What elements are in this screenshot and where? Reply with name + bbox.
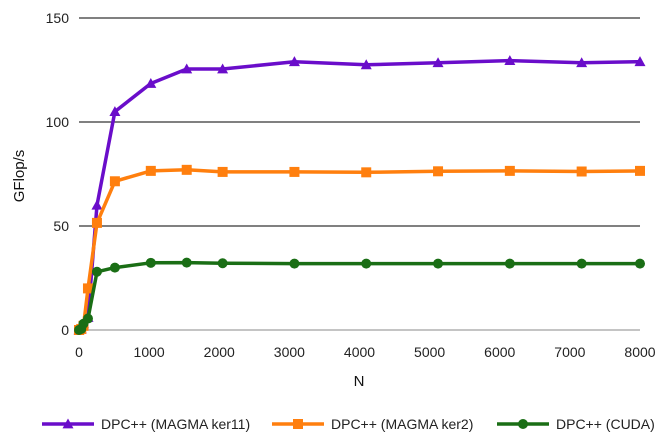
legend-item-1: DPC++ (MAGMA ker2) [272,416,473,432]
x-tick-label: 8000 [624,344,655,360]
y-tick-labels: 0 50 100 150 [46,10,70,338]
data-point [109,106,121,116]
data-point [576,166,587,177]
series-layer [73,55,646,335]
legend-marker [293,419,303,429]
y-tick-label: 0 [61,322,69,338]
data-point [360,59,372,70]
y-tick-label: 100 [46,114,70,130]
legend-item-2: DPC++ (CUDA) [497,416,655,432]
data-point [433,166,444,177]
data-point [504,165,515,176]
legend-marker [518,419,528,429]
data-point [504,258,515,269]
legend-label: DPC++ (MAGMA ker11) [101,416,250,432]
x-tick-labels: 0 1000 2000 3000 4000 5000 6000 7000 8000 [75,344,656,360]
data-point [91,217,102,228]
data-point [288,56,300,67]
data-point [145,257,156,268]
legend-label: DPC++ (CUDA) [556,416,655,432]
series-line [78,260,640,332]
gridlines [79,17,640,331]
data-point [82,313,93,324]
x-tick-label: 1000 [134,344,165,360]
x-tick-label: 2000 [204,344,235,360]
series-line [78,168,641,332]
x-tick-label: 3000 [274,344,305,360]
data-point [361,167,372,178]
data-point [576,258,587,269]
data-point [181,257,192,268]
data-point [91,199,103,210]
legend-label: DPC++ (MAGMA ker2) [331,416,473,432]
data-point [217,258,228,269]
y-tick-label: 150 [46,10,70,26]
data-point [361,258,372,269]
data-point [289,258,300,269]
series-2 [74,257,645,335]
y-tick-label: 50 [53,218,69,234]
data-point [576,57,588,68]
x-tick-label: 7000 [554,344,585,360]
data-point [433,258,444,269]
data-point [82,283,93,294]
data-point [109,262,120,273]
data-point [145,165,156,176]
legend: DPC++ (MAGMA ker11) DPC++ (MAGMA ker2) DPC… [42,416,655,432]
x-tick-label: 0 [75,344,83,360]
legend-item-0: DPC++ (MAGMA ker11) [42,416,250,432]
legend-marker [62,418,74,429]
data-point [181,63,193,74]
series-1 [74,164,645,335]
data-point [635,258,645,269]
data-point [109,176,120,187]
series-line [78,58,641,332]
data-point [504,55,516,66]
data-point [217,166,228,177]
data-point [181,164,192,175]
data-point [289,166,300,177]
data-point [635,165,645,176]
x-tick-label: 4000 [344,344,375,360]
x-axis-title: N [354,373,365,390]
data-point [217,63,229,74]
data-point [634,56,646,67]
x-tick-label: 6000 [484,344,515,360]
x-tick-label: 5000 [414,344,445,360]
data-point [432,57,444,68]
data-point [145,78,157,88]
data-point [91,266,102,277]
series-0 [73,55,646,335]
y-axis-title: GFlop/s [11,150,28,203]
